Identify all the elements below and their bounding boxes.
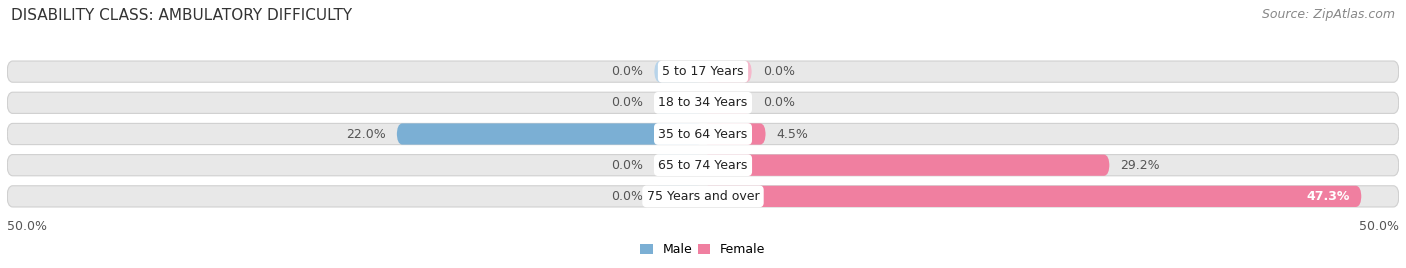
- FancyBboxPatch shape: [7, 155, 1399, 176]
- FancyBboxPatch shape: [7, 92, 1399, 113]
- FancyBboxPatch shape: [703, 155, 1109, 176]
- FancyBboxPatch shape: [654, 61, 703, 82]
- Text: DISABILITY CLASS: AMBULATORY DIFFICULTY: DISABILITY CLASS: AMBULATORY DIFFICULTY: [11, 8, 353, 23]
- Text: 0.0%: 0.0%: [763, 65, 794, 78]
- Text: 35 to 64 Years: 35 to 64 Years: [658, 128, 748, 140]
- Text: 75 Years and over: 75 Years and over: [647, 190, 759, 203]
- FancyBboxPatch shape: [703, 92, 752, 113]
- Text: 0.0%: 0.0%: [612, 159, 643, 172]
- Text: 5 to 17 Years: 5 to 17 Years: [662, 65, 744, 78]
- Text: 29.2%: 29.2%: [1121, 159, 1160, 172]
- Text: 22.0%: 22.0%: [346, 128, 385, 140]
- Text: 65 to 74 Years: 65 to 74 Years: [658, 159, 748, 172]
- FancyBboxPatch shape: [7, 61, 1399, 82]
- Text: 18 to 34 Years: 18 to 34 Years: [658, 96, 748, 109]
- FancyBboxPatch shape: [7, 186, 1399, 207]
- FancyBboxPatch shape: [703, 61, 752, 82]
- FancyBboxPatch shape: [654, 186, 703, 207]
- FancyBboxPatch shape: [654, 92, 703, 113]
- Text: 4.5%: 4.5%: [776, 128, 808, 140]
- Text: 0.0%: 0.0%: [763, 96, 794, 109]
- Text: 47.3%: 47.3%: [1308, 190, 1350, 203]
- Text: 50.0%: 50.0%: [7, 220, 46, 233]
- Text: 50.0%: 50.0%: [1360, 220, 1399, 233]
- Text: Source: ZipAtlas.com: Source: ZipAtlas.com: [1261, 8, 1395, 21]
- Text: 0.0%: 0.0%: [612, 96, 643, 109]
- Text: 0.0%: 0.0%: [612, 65, 643, 78]
- FancyBboxPatch shape: [703, 123, 766, 145]
- FancyBboxPatch shape: [7, 123, 1399, 145]
- FancyBboxPatch shape: [703, 186, 1361, 207]
- Legend: Male, Female: Male, Female: [641, 243, 765, 256]
- FancyBboxPatch shape: [396, 123, 703, 145]
- Text: 0.0%: 0.0%: [612, 190, 643, 203]
- FancyBboxPatch shape: [654, 155, 703, 176]
